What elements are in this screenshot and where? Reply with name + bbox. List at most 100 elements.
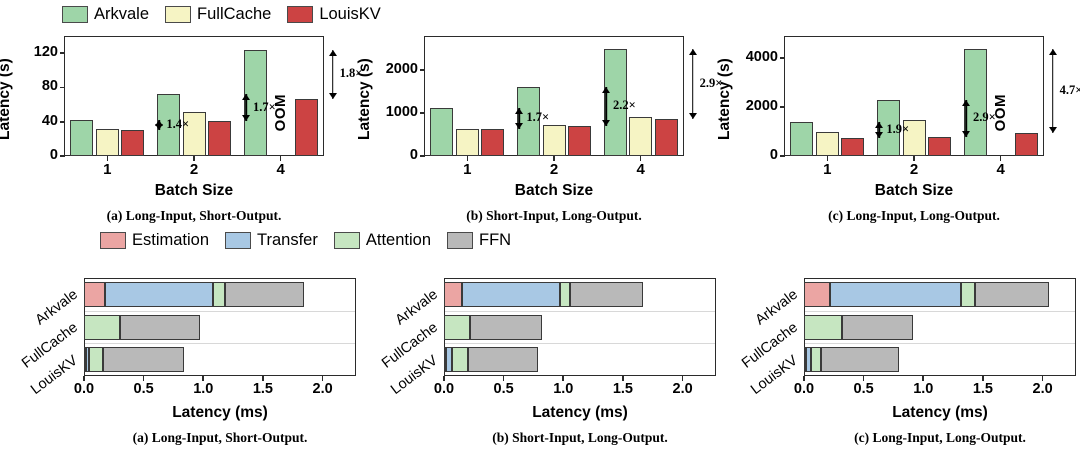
arrow-head-up-icon [242,94,250,101]
x-tick-mark [826,156,829,161]
stack-segment-attention [811,347,821,373]
subfigure-caption: (a) Long-Input, Short-Output. [132,430,308,445]
arrow-head-up-icon [155,120,164,126]
x-tick-mark [83,376,85,381]
stack-segment-attention [961,281,975,307]
legend-swatch-icon [287,6,314,23]
x-tick-mark [862,376,865,381]
bar-arkvale [430,108,454,156]
bar-fullcache [815,132,839,156]
arrow-shaft [691,48,694,119]
x-tick-mark [466,156,469,161]
stack-segment-transfer [830,281,962,307]
arrow-head-down-icon [242,114,250,121]
legend-label: FFN [479,231,512,250]
x-tick-mark [922,376,925,381]
stack-segment-ffn [224,281,304,307]
ratio-arrow [327,49,339,99]
legend-swatch-icon [225,232,252,249]
row-gridline [445,310,715,312]
bar-arkvale [790,121,814,156]
x-tick-mark [999,156,1002,161]
row-gridline [85,310,355,312]
x-tick-label: 4 [996,161,1005,178]
bar-arkvale [877,100,900,156]
x-tick-label: 4 [636,161,645,178]
x-tick-label: 0.0 [433,381,455,397]
stack-segment-ffn [570,281,644,307]
ratio-label: 1.7× [526,110,550,125]
stack-segment-ffn [467,347,539,373]
y-tick-mark [780,106,785,108]
bar-fullcache [902,119,926,156]
y-tick-label: 0 [49,147,58,163]
top-legend: Arkvale FullCache LouisKV [62,6,390,23]
x-tick-mark [982,376,984,381]
y-tick-label: 2000 [385,61,418,78]
x-axis-label: Latency (ms) [172,404,268,421]
x-tick-label: 0.0 [73,381,95,397]
arrow-head-down-icon [875,132,884,139]
arrow-head-down-icon [328,92,337,99]
x-tick-mark [321,376,324,381]
bar-arkvale [603,48,627,156]
ratio-label: 1.7× [253,99,276,114]
x-tick-mark [262,376,264,381]
arrow-head-up-icon [328,49,337,56]
legend-swatch-icon [447,232,473,249]
ratio-arrow [960,100,972,137]
legend-swatch-icon [333,232,360,249]
stack-segment-estimation [804,347,807,373]
arrow-head-down-icon [962,130,970,137]
y-tick-label: 0 [409,147,418,163]
ratio-label: 2.9× [699,75,723,90]
arrow-head-up-icon [1048,49,1057,56]
x-tick-label: 1.0 [553,381,574,397]
stack-segment-estimation [444,347,447,373]
stack-segment-transfer [105,281,213,307]
arrow-head-down-icon [688,112,697,119]
stack-segment-estimation [804,281,831,307]
y-tick-label: 1000 [385,104,418,121]
y-tick-mark [420,112,425,114]
arrow-head-down-icon [602,119,610,126]
x-tick-label: 2.0 [312,381,333,397]
x-tick-mark [639,156,642,161]
legend-label: Attention [365,231,431,250]
stack-segment-transfer [446,347,453,373]
x-tick-label: 2.0 [672,381,693,397]
legend-item: Attention [333,231,431,250]
ratio-arrow [687,48,699,119]
x-tick-mark [443,376,445,381]
ratio-label: 4.7× [1059,83,1080,98]
legend-label: LouisKV [319,5,381,24]
x-axis-label: Batch Size [874,182,954,199]
bar-louiskv [928,136,951,156]
x-tick-mark [279,156,282,161]
arrow-head-up-icon [515,108,524,114]
bar-fullcache [455,129,479,156]
legend-label: FullCache [197,5,272,24]
x-tick-label: 2 [549,161,559,178]
legend-label: Transfer [257,231,318,250]
legend-item: Arkvale [62,6,149,23]
x-tick-mark [193,156,195,161]
stack-segment-ffn [103,347,185,373]
y-tick-label: 40 [41,112,58,129]
bar-fullcache [95,128,119,156]
x-tick-label: 1 [103,161,112,178]
y-tick-mark [780,57,785,59]
stack-segment-transfer [85,347,89,373]
y-tick-mark [420,155,425,157]
stack-segment-attention [84,314,120,340]
y-tick-label: 0 [769,147,778,163]
x-tick-label: 2 [189,161,199,178]
x-tick-mark [803,376,805,381]
stack-segment-attention [452,347,468,373]
x-tick-mark [553,156,555,161]
